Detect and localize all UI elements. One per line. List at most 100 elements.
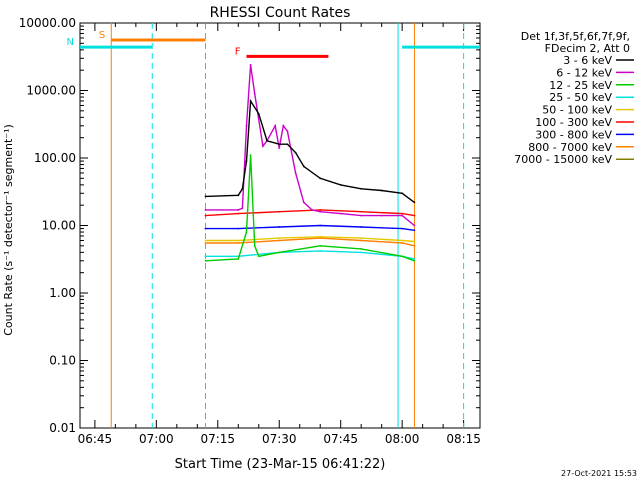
- series-point: [413, 214, 416, 217]
- series-point: [237, 209, 240, 211]
- x-tick-label: 07:15: [200, 432, 235, 446]
- series-point: [302, 201, 305, 204]
- series-point: [257, 113, 260, 115]
- series-point: [204, 209, 207, 211]
- legend-header-line-2: FDecim 2, Att 0: [545, 42, 630, 55]
- x-tick-label: 08:15: [446, 432, 481, 446]
- series-point: [282, 124, 285, 127]
- series-point: [249, 100, 252, 102]
- series-point: [253, 244, 256, 247]
- series-point: [278, 143, 281, 146]
- series-point: [253, 92, 256, 95]
- series-point: [413, 201, 416, 204]
- y-tick-label: 100.00: [34, 151, 76, 165]
- series-point: [237, 194, 240, 197]
- series-point: [413, 259, 416, 262]
- series-point: [360, 248, 363, 250]
- series-point: [294, 151, 297, 154]
- plot-frame: [79, 22, 481, 429]
- series-point: [401, 242, 404, 244]
- series-point: [204, 259, 207, 262]
- series-point: [278, 239, 281, 242]
- chart-dynamic-layer: 0.01 0.10 1.00 10.00 100.00 1000.00 10000.00 06…: [19, 16, 634, 446]
- series-point: [319, 237, 322, 240]
- annotation-label: S: [99, 30, 105, 41]
- series-point: [286, 143, 289, 146]
- legend-label: 100 - 300 keV: [535, 116, 612, 129]
- series-point: [249, 154, 252, 157]
- series-line: [205, 98, 415, 203]
- series-point: [413, 229, 416, 232]
- series-point: [380, 189, 383, 192]
- series-point: [278, 237, 281, 240]
- legend-label: 25 - 50 keV: [549, 91, 612, 104]
- series-point: [274, 124, 277, 127]
- legend-label: 6 - 12 keV: [556, 66, 612, 79]
- series-point: [401, 192, 404, 195]
- footer-date: 27-Oct-2021 15:53: [561, 469, 637, 478]
- y-tick-label: 1.00: [49, 286, 76, 300]
- series-point: [360, 226, 363, 228]
- y-tick-label: 10.00: [42, 219, 76, 233]
- y-tick-label: 1000.00: [26, 84, 76, 98]
- x-tick-label: 07:00: [139, 432, 174, 446]
- series-point: [237, 227, 240, 230]
- series-point: [360, 210, 363, 213]
- series-point: [286, 130, 289, 133]
- x-tick-label: 06:45: [78, 432, 113, 446]
- series-line: [205, 250, 415, 260]
- series-point: [249, 63, 252, 66]
- series-point: [360, 239, 363, 242]
- series-point: [401, 255, 404, 258]
- series-point: [278, 251, 281, 254]
- y-tick-label: 0.01: [49, 421, 76, 435]
- x-tick-label: 07:45: [323, 432, 358, 446]
- series-point: [204, 195, 207, 198]
- series-point: [266, 139, 268, 142]
- series-point: [241, 207, 244, 210]
- series-point: [401, 227, 404, 230]
- series-point: [261, 145, 264, 148]
- series-point: [319, 250, 322, 252]
- series-point: [237, 258, 240, 260]
- series-point: [413, 244, 416, 247]
- series-point: [413, 240, 416, 243]
- series-point: [339, 212, 342, 215]
- series-point: [278, 147, 281, 150]
- series-point: [302, 165, 305, 168]
- series-point: [245, 124, 248, 127]
- series-line: [205, 224, 415, 231]
- series-point: [360, 187, 363, 190]
- series-point: [278, 226, 281, 228]
- series-point: [245, 160, 248, 162]
- y-tick-label: 0.10: [49, 354, 76, 368]
- series-point: [319, 235, 322, 238]
- series-point: [380, 214, 383, 217]
- series-point: [360, 237, 363, 240]
- series-point: [294, 172, 297, 174]
- series-point: [319, 177, 322, 180]
- x-axis-title: Start Time (23-Mar-15 06:41:22): [175, 457, 386, 472]
- series-point: [204, 214, 207, 217]
- legend-label: 300 - 800 keV: [535, 128, 612, 141]
- y-axis-title: Count Rate (s⁻¹ detector⁻¹ segment⁻¹): [2, 124, 15, 336]
- legend-label: 50 - 100 keV: [542, 104, 612, 117]
- series-point: [401, 214, 404, 217]
- series-point: [319, 209, 322, 211]
- legend-label: 12 - 25 keV: [549, 79, 612, 92]
- series-point: [257, 255, 260, 258]
- series-line: [205, 64, 415, 227]
- series-point: [245, 231, 248, 233]
- series-point: [401, 239, 404, 242]
- series-point: [237, 239, 240, 242]
- legend-header-line-1: Det 1f,3f,5f,6f,7f,9f,: [521, 30, 630, 43]
- chart-title: RHESSI Count Rates: [210, 5, 351, 21]
- annotation-label: F: [235, 46, 241, 57]
- series-point: [204, 255, 207, 258]
- legend-label: 7000 - 15000 keV: [514, 153, 612, 166]
- series-point: [319, 224, 322, 227]
- legend-label: 3 - 6 keV: [563, 54, 612, 67]
- y-tick-label: 10000.00: [19, 16, 76, 30]
- x-tick-label: 08:00: [385, 432, 420, 446]
